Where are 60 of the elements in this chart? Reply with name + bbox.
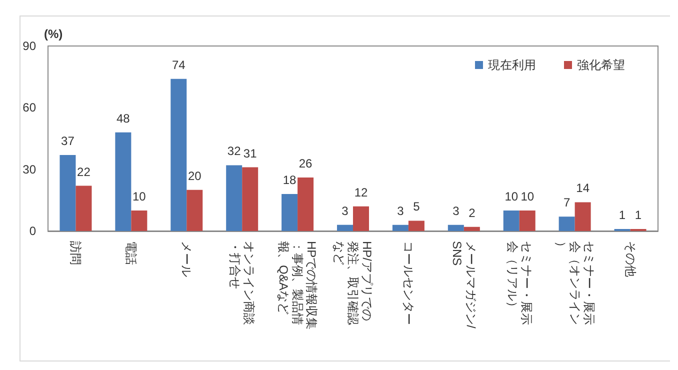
legend-label: 強化希望 [577,58,625,72]
bar [226,165,242,231]
bar [464,226,480,231]
x-tick-label: コールセンター [401,241,416,325]
data-label: 18 [282,173,297,187]
bar [353,206,369,231]
data-label: 22 [77,164,91,179]
data-label: 48 [116,111,130,126]
bar [337,224,353,231]
bar [60,154,76,231]
x-tick-label: メールマガジン/SNS [450,241,478,329]
data-label: 74 [172,58,186,72]
data-label: 10 [504,189,518,204]
bar [131,210,148,231]
data-label: 7 [563,196,570,210]
bar [170,78,187,231]
x-tick-label: セミナー・展示会（オンライン） [554,241,596,325]
bar [519,210,536,231]
bar [408,220,424,231]
data-label: 32 [227,144,242,158]
bar [503,210,520,231]
bar [448,224,464,231]
bar [242,167,258,231]
x-tick-label: オンライン商談・打合せ [228,241,256,325]
x-tick-label: HPでの情報収集：事例、製品情報、Q&Aなど [276,241,319,330]
y-tick-label: 30 [22,162,36,176]
y-axis-title: (%) [44,27,63,41]
data-label: 10 [520,189,534,204]
bar [76,186,92,231]
data-label: 3 [342,204,349,218]
data-label: 3 [452,204,460,218]
x-tick-label: メール [180,241,194,277]
data-label: 2 [468,206,476,220]
data-label: 14 [576,181,590,196]
data-label: 1 [634,208,642,222]
y-tick-label: 60 [22,100,36,115]
bar [574,202,591,231]
data-label: 31 [243,146,258,160]
y-tick-label: 90 [22,39,36,53]
bar [298,178,314,231]
bar [558,216,575,231]
y-tick-label: 0 [29,224,36,238]
x-tick-label: HP/アプリでの発注、取引確認など [332,241,374,325]
x-tick-label: セミナー・展示会（リアル） [505,241,534,325]
bar [115,132,132,231]
data-label: 1 [618,208,626,222]
x-tick-label: 訪問 [68,241,83,265]
data-label: 10 [132,189,146,204]
bar [186,190,203,231]
data-label: 12 [354,185,368,200]
data-label: 26 [298,156,313,171]
x-tick-label: その他 [623,241,638,277]
data-label: 37 [61,134,75,148]
bar [282,194,298,231]
legend-label: 現在利用 [488,58,536,72]
x-tick-label: 電話 [124,241,138,265]
bar [392,224,408,231]
data-label: 5 [413,200,420,214]
data-label: 3 [397,204,404,218]
data-label: 20 [188,168,202,183]
